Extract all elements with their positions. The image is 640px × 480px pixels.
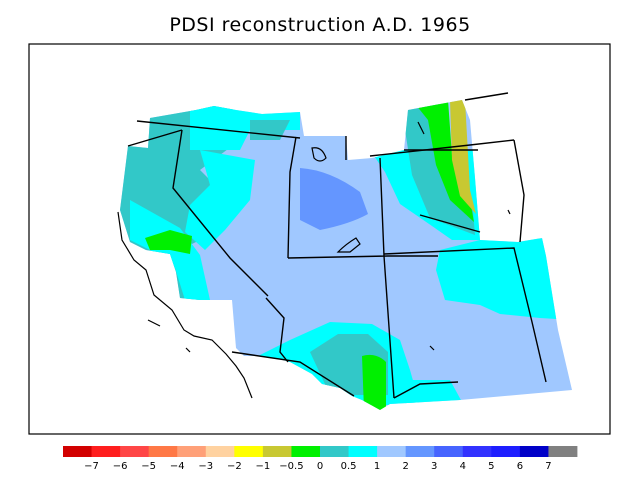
legend-label: 7 — [545, 461, 551, 472]
pdsi-region-cyan-southeast — [405, 380, 462, 404]
pdsi-region-cyan-east — [436, 238, 572, 320]
legend-swatch — [519, 446, 549, 457]
lake-north-1 — [417, 121, 425, 135]
lake-southeast — [429, 345, 435, 351]
legend-swatch — [63, 446, 92, 457]
legend-swatch — [491, 446, 521, 457]
legend-label: 3 — [431, 461, 437, 472]
legend-label: 2 — [402, 461, 408, 472]
border-kansas — [383, 247, 547, 383]
legend-label: 5 — [488, 461, 494, 472]
pdsi-region-olive-northeast — [450, 100, 476, 214]
border-colorado-west — [379, 157, 395, 399]
border-utah-arizona — [287, 255, 389, 259]
legend-swatches — [63, 446, 578, 457]
lake-flathead — [311, 147, 327, 162]
legend-label: −3 — [198, 461, 213, 472]
legend-swatch — [148, 446, 178, 457]
legend-label: 0.5 — [341, 461, 357, 472]
pdsi-region-teal-north — [250, 120, 290, 140]
pacific-coastline — [117, 211, 253, 399]
legend-label: 0 — [317, 461, 323, 472]
state-borders — [127, 92, 547, 399]
pdsi-region-green-south — [362, 354, 386, 410]
legend-swatch — [434, 446, 464, 457]
pdsi-region-green-northeast — [412, 100, 474, 222]
legend-label: 4 — [460, 461, 466, 472]
border-mexico — [231, 351, 355, 397]
legend-labels: −7 −6 −5 −4 −3 −2 −1 −0.5 0 0.5 1 2 3 4 5 6 7 — [84, 461, 551, 472]
legend-swatch — [462, 446, 492, 457]
border-oregon-north — [127, 129, 183, 147]
border-dakota-east — [513, 139, 525, 243]
border-texas — [393, 381, 459, 399]
legend-swatch — [548, 446, 578, 457]
legend-label: 6 — [517, 461, 523, 472]
legend-swatch — [320, 446, 349, 457]
legend-swatch — [291, 446, 321, 457]
lake-dakota — [507, 209, 511, 215]
border-canada-east — [369, 139, 515, 157]
channel-island-2 — [185, 347, 191, 353]
legend-swatch — [205, 446, 235, 457]
legend-label: −7 — [84, 461, 99, 472]
legend-swatch — [177, 446, 207, 457]
great-salt-lake — [336, 237, 361, 253]
border-canada-far-east — [464, 92, 509, 101]
pdsi-region-green-west — [145, 230, 192, 254]
legend-swatch — [348, 446, 378, 457]
legend-swatch — [120, 446, 150, 457]
border-idaho-west — [287, 136, 297, 259]
legend-swatch — [405, 446, 435, 457]
legend-label: −6 — [113, 461, 128, 472]
legend-swatch — [91, 446, 121, 457]
legend-swatch — [234, 446, 264, 457]
border-nebraska — [419, 214, 481, 233]
legend-label: −2 — [227, 461, 242, 472]
border-canada-west — [136, 120, 301, 139]
border-arizona-west — [265, 297, 289, 363]
channel-island-1 — [147, 319, 161, 327]
legend-swatch — [262, 446, 292, 457]
coastlines — [117, 121, 511, 399]
map-title: PDSI reconstruction A.D. 1965 — [169, 14, 471, 36]
legend-label: 1 — [374, 461, 380, 472]
legend-label: −4 — [170, 461, 185, 472]
legend-label: −1 — [256, 461, 271, 472]
pdsi-region-blue-center — [300, 168, 368, 230]
legend-label: −5 — [141, 461, 156, 472]
legend-swatch — [377, 446, 407, 457]
legend-label: −0.5 — [279, 461, 303, 472]
border-california-nevada — [172, 129, 269, 297]
